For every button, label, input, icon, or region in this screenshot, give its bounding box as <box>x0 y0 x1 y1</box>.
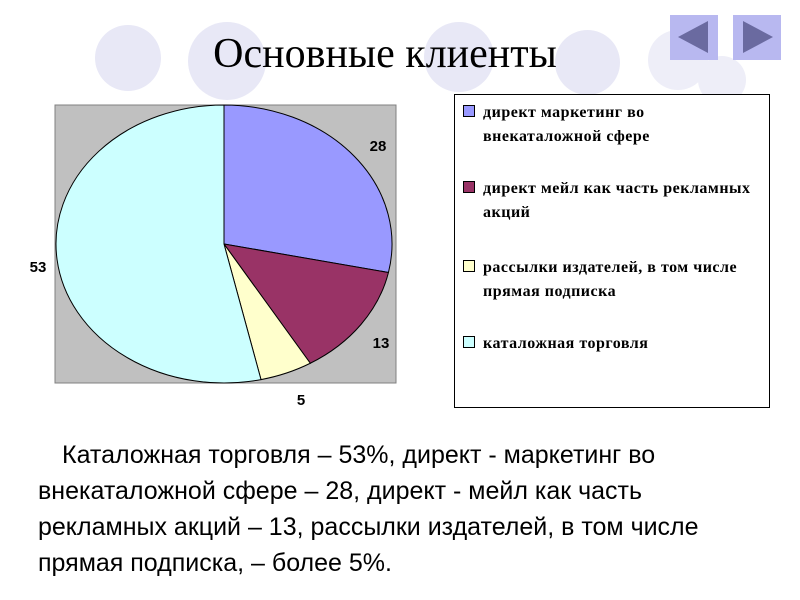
decorative-circle <box>555 30 620 95</box>
next-slide-button[interactable] <box>733 15 781 60</box>
legend-label: рассылки издателей, в том числе прямая п… <box>483 259 738 300</box>
pie-slice <box>55 104 262 384</box>
pie-slice <box>222 243 390 364</box>
summary-paragraph: Каталожная торговля – 53%, директ - марк… <box>38 441 699 577</box>
legend-item: каталожная торговля <box>463 332 753 356</box>
decorative-circle <box>188 22 266 100</box>
legend-item: директ маркетинг во внекаталожной сфере <box>463 101 753 149</box>
slice-data-label: 5 <box>297 392 305 409</box>
slice-data-label: 13 <box>373 335 390 352</box>
legend-label: каталожная торговля <box>483 335 649 352</box>
arrow-left-icon <box>678 21 708 53</box>
prev-slide-button[interactable] <box>670 15 718 60</box>
chart-legend: директ маркетинг во внекаталожной сфере … <box>454 94 770 408</box>
slice-data-label: 28 <box>370 138 387 155</box>
arrow-right-icon <box>743 21 773 53</box>
legend-swatch <box>463 181 475 193</box>
legend-swatch <box>463 105 475 117</box>
legend-swatch <box>463 260 475 272</box>
legend-label: директ маркетинг во внекаталожной сфере <box>483 104 650 145</box>
pie-slice <box>223 104 393 274</box>
legend-label: директ мейл как часть рекламных акций <box>483 180 751 221</box>
legend-item: директ мейл как часть рекламных акций <box>463 177 753 225</box>
slide-title: Основные клиенты <box>213 31 557 77</box>
legend-item: рассылки издателей, в том числе прямая п… <box>463 256 753 304</box>
legend-swatch <box>463 336 475 348</box>
decorative-circle <box>95 25 161 91</box>
decorative-circle <box>424 22 494 92</box>
slice-data-label: 53 <box>30 259 47 276</box>
